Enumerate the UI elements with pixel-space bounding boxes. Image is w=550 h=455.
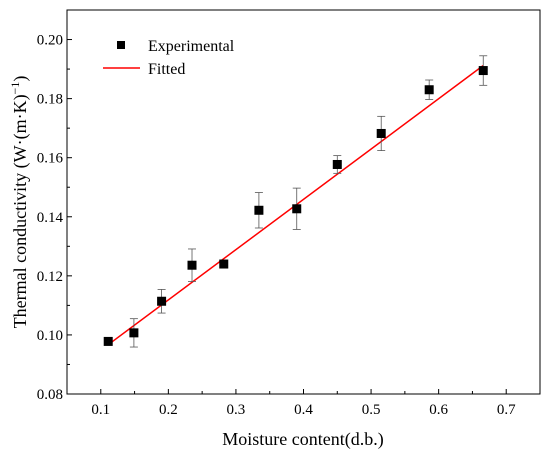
y-tick-label: 0.08	[37, 387, 63, 403]
data-point	[376, 128, 386, 138]
y-tick-label: 0.20	[37, 33, 63, 49]
x-tick-label: 0.6	[429, 402, 448, 418]
data-point	[187, 260, 197, 270]
data-point	[103, 336, 113, 346]
data-point-group	[292, 187, 302, 230]
x-tick-label: 0.2	[159, 402, 178, 418]
y-tick-label: 0.16	[37, 151, 64, 167]
data-point	[219, 259, 229, 269]
data-point	[478, 66, 488, 76]
data-point	[424, 85, 434, 95]
data-point-group	[332, 155, 342, 174]
data-point-group	[103, 336, 113, 346]
x-tick-label: 0.1	[91, 402, 110, 418]
data-point-group	[254, 192, 264, 229]
x-tick-label: 0.7	[497, 402, 516, 418]
data-point-group	[129, 318, 139, 348]
x-tick-label: 0.4	[294, 402, 313, 418]
data-point	[157, 296, 167, 306]
data-point	[129, 328, 139, 338]
x-axis-label: Moisture content(d.b.)	[222, 429, 383, 450]
y-tick-label: 0.18	[37, 92, 63, 108]
data-point-group	[478, 55, 488, 86]
data-point	[292, 204, 302, 214]
x-tick-label: 0.5	[362, 402, 381, 418]
tick-layer: 0.1 0.2 0.3 0.4 0.5 0.6 0.7 0.08 0.10 0.12 0.14 0.1…	[37, 33, 516, 418]
y-axis-label-close: )	[10, 76, 31, 82]
x-tick-label: 0.3	[227, 402, 246, 418]
data-point-group	[219, 259, 229, 269]
y-tick-label: 0.14	[37, 210, 64, 226]
y-tick-label: 0.12	[37, 269, 63, 285]
y-axis-label-superscript: −1	[8, 82, 22, 95]
data-point	[332, 159, 342, 169]
y-axis-label: Thermal conductivity (W·(m·K)−1)	[8, 76, 31, 329]
data-point	[254, 205, 264, 215]
legend-marker-experimental	[117, 41, 125, 49]
y-tick-label: 0.10	[37, 328, 63, 344]
data-point-group	[187, 248, 197, 282]
data-point-group	[376, 115, 386, 152]
legend-label-experimental: Experimental	[148, 38, 235, 55]
data-point-group	[424, 79, 434, 100]
data-points-layer	[103, 55, 488, 348]
y-axis-label-main: Thermal conductivity (W·(m·K)	[10, 94, 31, 328]
data-point-group	[157, 289, 167, 314]
legend-label-fitted: Fitted	[148, 61, 185, 78]
legend: Experimental Fitted	[103, 38, 235, 78]
